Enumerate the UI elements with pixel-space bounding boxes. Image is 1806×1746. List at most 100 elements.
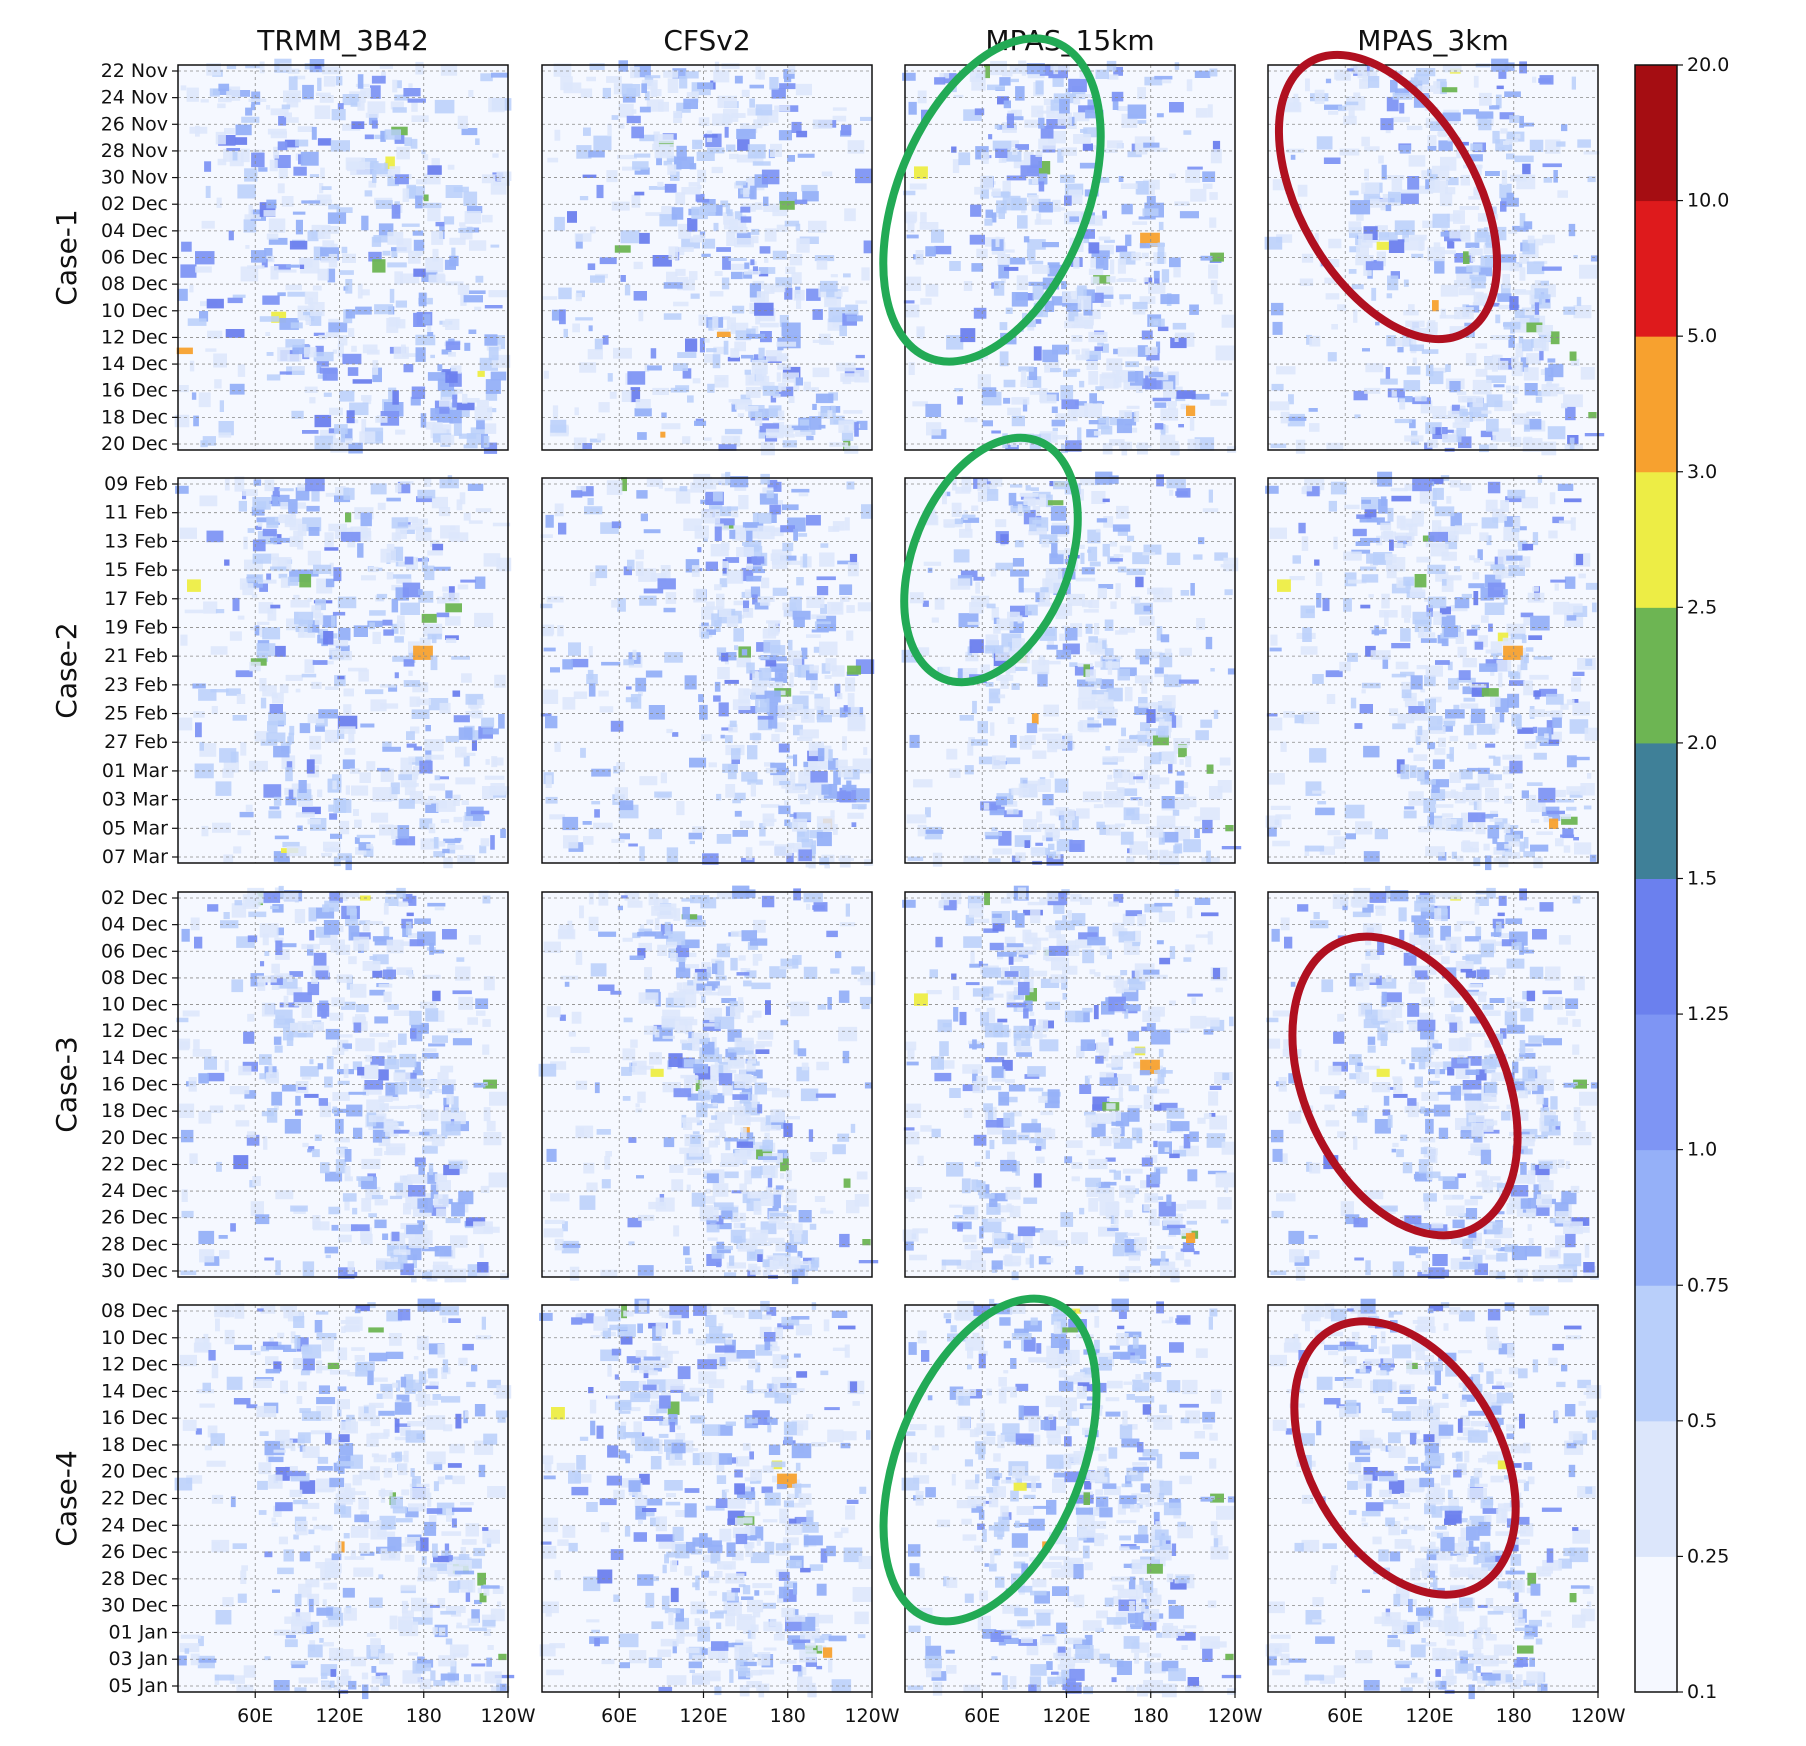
precip-cell: [760, 596, 771, 606]
precip-cell: [1435, 660, 1450, 665]
precip-cell: [427, 165, 442, 175]
precip-cell: [626, 686, 632, 690]
precip-cell: [864, 1082, 873, 1089]
precip-cell: [297, 540, 304, 550]
precip-cell: [1546, 383, 1560, 387]
precip-cell: [1140, 722, 1150, 731]
precip-cell: [1537, 315, 1546, 325]
precip-cell: [1011, 683, 1020, 690]
precip-cell: [295, 812, 315, 818]
precip-cell: [368, 251, 382, 262]
precip-cell: [1503, 321, 1521, 330]
precip-cell: [474, 576, 486, 589]
precip-cell: [1360, 604, 1371, 609]
precip-cell: [181, 928, 190, 942]
precip-cell: [382, 746, 401, 752]
precip-cell: [803, 761, 809, 768]
precip-cell: [1481, 517, 1499, 529]
precip-cell: [598, 690, 609, 697]
precip-cell: [1412, 477, 1432, 492]
precip-cell: [1010, 735, 1017, 748]
precip-cell: [489, 786, 510, 795]
precip-cell: [1522, 543, 1534, 551]
precip-cell: [1423, 798, 1437, 813]
precip-cell: [704, 338, 710, 343]
precip-cell: [812, 119, 833, 129]
precip-cell: [606, 170, 618, 183]
precip-cell: [774, 105, 791, 112]
precip-cell: [1178, 744, 1187, 758]
precip-cell: [1500, 128, 1508, 134]
precip-cell: [458, 996, 474, 1010]
precip-cell: [1038, 117, 1045, 129]
precip-cell: [449, 255, 459, 267]
precip-cell: [440, 434, 455, 445]
precip-cell: [909, 183, 927, 190]
precip-cell: [691, 206, 708, 220]
precip-cell: [406, 184, 416, 198]
precip-cell: [711, 166, 723, 174]
precip-cell: [707, 383, 715, 393]
precip-cell: [1110, 601, 1117, 609]
precip-cell: [1537, 332, 1552, 336]
precip-cell: [591, 801, 601, 805]
precip-cell: [1117, 668, 1130, 681]
precip-cell: [1468, 333, 1474, 338]
precip-cell: [1142, 208, 1159, 216]
precip-cell: [579, 362, 597, 373]
precip-cell: [396, 80, 402, 89]
precip-cell: [304, 1093, 319, 1098]
precip-cell: [1356, 514, 1372, 519]
precip-cell: [743, 182, 750, 198]
precip-cell: [261, 1002, 275, 1017]
precip-cell: [1344, 504, 1360, 510]
precip-cell: [346, 1104, 363, 1117]
precip-cell: [1154, 423, 1164, 430]
precip-cell: [957, 396, 963, 405]
precip-cell: [279, 943, 297, 948]
precip-cell: [1394, 418, 1412, 424]
precip-cell: [1219, 757, 1231, 766]
precip-cell: [423, 623, 443, 637]
precip-cell: [1062, 625, 1070, 630]
precip-cell: [1162, 695, 1176, 709]
precip-cell: [210, 689, 229, 693]
precip-cell: [433, 837, 439, 849]
precip-cell: [639, 846, 645, 862]
precip-cell: [298, 794, 313, 807]
precip-cell: [410, 726, 420, 734]
precip-cell: [1176, 390, 1196, 399]
precip-cell: [740, 216, 752, 223]
precip-cell: [329, 1012, 344, 1021]
precip-cell: [430, 408, 440, 421]
precip-cell: [295, 139, 309, 147]
precip-cell: [439, 776, 449, 780]
precip-cell: [1421, 349, 1439, 354]
precip-cell: [304, 291, 319, 305]
precip-cell: [361, 395, 372, 401]
precip-cell: [991, 827, 998, 832]
precip-cell: [307, 818, 321, 825]
precip-cell: [1543, 816, 1553, 823]
precip-cell: [1396, 577, 1406, 588]
precip-cell: [371, 1195, 384, 1199]
precip-cell: [391, 1231, 400, 1242]
precip-cell: [1050, 207, 1066, 211]
precip-cell: [397, 1254, 408, 1264]
precip-cell: [552, 405, 559, 419]
precip-cell: [1434, 818, 1451, 831]
precip-cell: [1417, 725, 1423, 736]
precip-cell: [411, 115, 429, 122]
precip-cell: [1428, 715, 1443, 731]
precip-cell: [450, 525, 456, 530]
precip-cell: [1456, 427, 1466, 437]
precip-cell: [1363, 192, 1380, 202]
precip-cell: [1529, 139, 1544, 152]
precip-cell: [745, 405, 759, 412]
precip-cell: [606, 480, 623, 495]
precip-cell: [1359, 704, 1373, 714]
precip-cell: [380, 768, 394, 782]
precip-cell: [1389, 539, 1394, 551]
precip-cell: [990, 60, 1007, 76]
